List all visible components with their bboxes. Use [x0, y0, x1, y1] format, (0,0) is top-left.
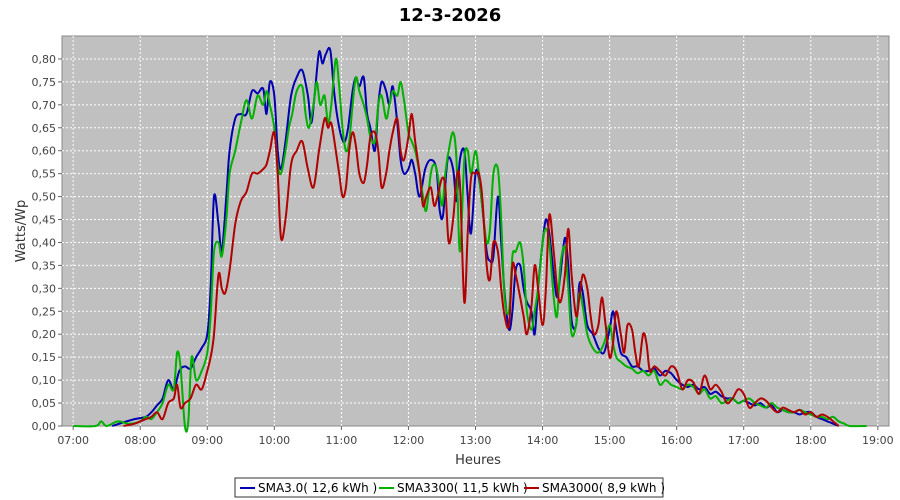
y-tick-label: 0,75	[32, 76, 57, 89]
x-tick-label: 11:00	[326, 434, 358, 447]
x-tick-label: 10:00	[258, 434, 290, 447]
y-tick-label: 0,00	[32, 420, 57, 433]
y-tick-label: 0,60	[32, 145, 57, 158]
legend-label-2: SMA3000( 8,9 kWh )	[542, 481, 665, 495]
legend-label-0: SMA3.0( 12,6 kWh )	[258, 481, 377, 495]
x-axis: 07:00 08:00 09:00 10:00 11:00 12:00 13:00 14:00…	[57, 426, 894, 447]
x-tick-label: 15:00	[594, 434, 626, 447]
y-axis-label: Watts/Wp	[14, 200, 29, 262]
y-tick-label: 0,05	[32, 397, 57, 410]
x-tick-label: 08:00	[124, 434, 156, 447]
x-tick-label: 14:00	[527, 434, 559, 447]
x-axis-label: Heures	[455, 453, 501, 468]
y-tick-label: 0,55	[32, 168, 57, 181]
y-tick-label: 0,80	[32, 53, 57, 66]
series-lines	[73, 46, 867, 433]
y-tick-label: 0,30	[32, 282, 57, 295]
y-tick-label: 0,35	[32, 259, 57, 272]
x-tick-label: 18:00	[795, 434, 827, 447]
y-tick-label: 0,20	[32, 328, 57, 341]
legend-box	[234, 477, 664, 498]
series-line-2	[123, 112, 840, 427]
legend: SMA3.0( 12,6 kWh ) SMA3300( 11,5 kWh ) SMA…	[234, 477, 665, 498]
y-tick-label: 0,70	[32, 99, 57, 112]
x-tick-label: 17:00	[728, 434, 760, 447]
y-tick-label: 0,40	[32, 236, 57, 249]
y-tick-label: 0,15	[32, 351, 57, 364]
y-axis: 0,00 0,05 0,10 0,15 0,20 0,25 0,30 0,35 0,40 0,45…	[32, 53, 62, 433]
x-tick-label: 13:00	[460, 434, 492, 447]
y-tick-label: 0,50	[32, 191, 57, 204]
chart-title: 12-3-2026	[399, 5, 502, 26]
y-tick-label: 0,10	[32, 374, 57, 387]
x-tick-label: 12:00	[393, 434, 425, 447]
y-tick-label: 0,45	[32, 214, 57, 227]
y-tick-label: 0,25	[32, 305, 57, 318]
x-tick-label: 19:00	[862, 434, 894, 447]
legend-label-1: SMA3300( 11,5 kWh )	[397, 481, 528, 495]
x-tick-label: 07:00	[57, 434, 89, 447]
x-tick-label: 09:00	[191, 434, 223, 447]
x-tick-label: 16:00	[661, 434, 693, 447]
y-tick-label: 0,65	[32, 122, 57, 135]
